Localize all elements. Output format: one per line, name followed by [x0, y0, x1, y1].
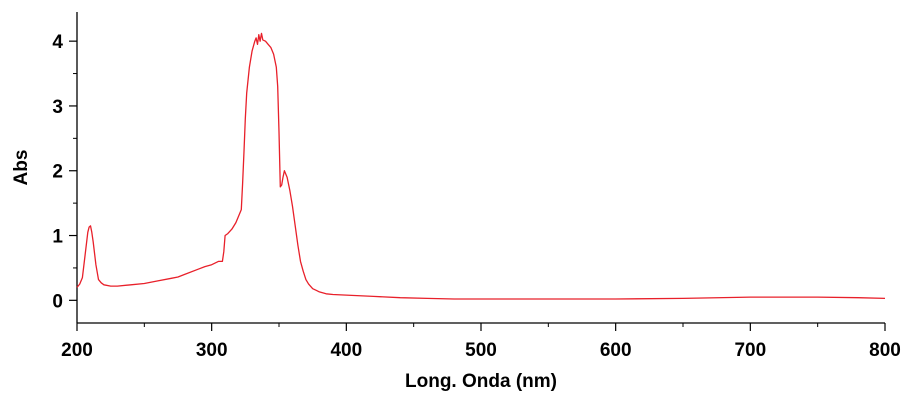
- ticks: 0 1 2 3 4 200 300 400 500 600 700 800: [52, 32, 900, 361]
- spectrum-line: [76, 32, 886, 300]
- x-axis-title: Long. Onda (nm): [405, 371, 557, 392]
- x-tick-label: 800: [869, 340, 901, 361]
- y-axis-title: Abs: [11, 150, 32, 186]
- x-tick-label: 300: [196, 340, 228, 361]
- y-tick-label: 1: [52, 227, 63, 248]
- x-tick-label: 600: [600, 340, 632, 361]
- y-tick-label: 0: [52, 291, 63, 312]
- x-tick-label: 700: [734, 340, 766, 361]
- y-tick-label: 3: [52, 97, 63, 118]
- axes: [76, 12, 885, 324]
- x-tick-label: 500: [465, 340, 497, 361]
- y-tick-label: 2: [52, 162, 63, 183]
- series-layer: [76, 32, 886, 300]
- y-tick-label: 4: [52, 32, 63, 53]
- x-tick-label: 400: [330, 340, 362, 361]
- x-tick-label: 200: [61, 340, 93, 361]
